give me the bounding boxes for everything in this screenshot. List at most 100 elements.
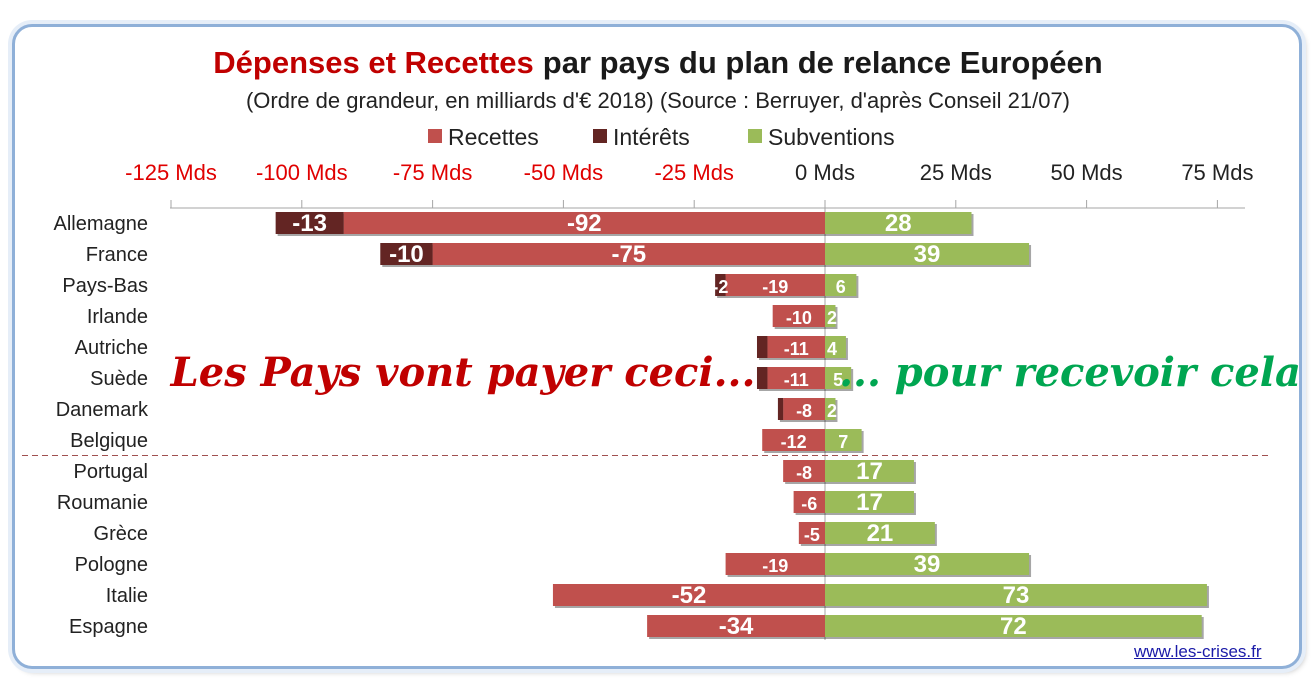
- category-label: Roumanie: [57, 492, 148, 514]
- bar-interets: [715, 274, 726, 296]
- x-tick-label: -25 Mds: [654, 160, 733, 185]
- bar-interets: [380, 243, 433, 265]
- data-label-subventions: 72: [1000, 613, 1027, 640]
- bar-interets: [756, 367, 768, 389]
- category-label: France: [86, 244, 148, 266]
- data-label-subventions: 5: [833, 370, 843, 390]
- data-label-subventions: 4: [827, 339, 837, 359]
- chart-title: Dépenses et Recettes par pays du plan de …: [213, 45, 1102, 80]
- chart-title-highlight: Dépenses et Recettes: [213, 45, 534, 80]
- x-tick-label: -50 Mds: [524, 160, 603, 185]
- data-label-recettes: -11: [784, 370, 809, 390]
- data-label-subventions: 17: [856, 489, 883, 516]
- legend-swatch-2: [748, 129, 762, 143]
- data-label-subventions: 7: [838, 432, 848, 452]
- category-label: Pays-Bas: [62, 275, 148, 297]
- x-tick-label: 75 Mds: [1181, 160, 1253, 185]
- source-link[interactable]: www.les-crises.fr: [1134, 642, 1262, 661]
- x-tick-label: 50 Mds: [1051, 160, 1123, 185]
- legend-label-0: Recettes: [448, 124, 539, 150]
- bar-recettes: [783, 398, 825, 420]
- data-label-interets: -2: [712, 277, 728, 297]
- bar-subventions: [825, 243, 1030, 265]
- data-label-recettes: -19: [762, 277, 788, 297]
- bar-recettes: [432, 243, 825, 265]
- data-label-recettes: -34: [719, 613, 754, 640]
- slogan-left: Les Pays vont payer ceci...: [170, 349, 756, 396]
- legend: Recettes Intérêts Subventions: [428, 124, 895, 150]
- data-label-subventions: 39: [914, 241, 941, 268]
- bar-subventions: [825, 212, 972, 234]
- x-tick-label: -100 Mds: [256, 160, 348, 185]
- category-label: Irlande: [87, 306, 148, 328]
- bar-subventions: [825, 584, 1207, 606]
- data-label-subventions: 21: [867, 520, 894, 547]
- legend-swatch-1: [593, 129, 607, 143]
- legend-label-2: Subventions: [768, 124, 895, 150]
- bar-recettes: [783, 460, 825, 482]
- bar-subventions: [825, 553, 1030, 575]
- data-label-subventions: 2: [827, 401, 837, 421]
- category-label: Pologne: [75, 554, 148, 576]
- bar-subventions: [825, 305, 836, 327]
- data-label-subventions: 28: [885, 210, 912, 237]
- category-label: Espagne: [69, 616, 148, 638]
- data-label-recettes: -11: [784, 339, 809, 359]
- data-label-recettes: -8: [796, 463, 812, 483]
- data-label-subventions: 2: [827, 308, 837, 328]
- bar-recettes: [767, 336, 825, 358]
- x-tick-label: -75 Mds: [393, 160, 472, 185]
- category-label: Autriche: [75, 337, 148, 359]
- data-label-subventions: 39: [914, 551, 941, 578]
- data-label-interets: -13: [292, 210, 327, 237]
- data-label-recettes: -5: [804, 525, 820, 545]
- x-tick-label: -125 Mds: [125, 160, 217, 185]
- bar-recettes: [793, 491, 825, 513]
- x-axis: -125 Mds -100 Mds -75 Mds -50 Mds -25 Mds 0 M…: [125, 160, 1253, 640]
- bar-recettes: [647, 615, 825, 637]
- bar-recettes: [725, 553, 825, 575]
- bar-subventions: [825, 491, 914, 513]
- data-label-recettes: -92: [567, 210, 602, 237]
- data-label-recettes: -75: [611, 241, 646, 268]
- data-label-subventions: 73: [1003, 582, 1030, 609]
- data-label-subventions: 17: [856, 458, 883, 485]
- bar-interets: [756, 336, 768, 358]
- category-label: Italie: [106, 585, 148, 607]
- chart-title-rest: par pays du plan de relance Européen: [543, 45, 1103, 80]
- bar-recettes: [762, 429, 825, 451]
- data-label-interets: -10: [389, 241, 424, 268]
- bar-subventions: [825, 398, 836, 420]
- bar-recettes: [798, 522, 825, 544]
- data-label-recettes: -19: [762, 556, 788, 576]
- data-label-recettes: -10: [786, 308, 812, 328]
- x-tick-label: 0 Mds: [795, 160, 855, 185]
- legend-swatch-0: [428, 129, 442, 143]
- category-label: Grèce: [94, 523, 148, 545]
- bar-interets: [275, 212, 344, 234]
- bar-recettes: [343, 212, 825, 234]
- category-label: Allemagne: [53, 213, 148, 235]
- category-label: Portugal: [74, 461, 149, 483]
- category-label: Belgique: [70, 430, 148, 452]
- x-tick-label: 25 Mds: [920, 160, 992, 185]
- bar-subventions: [825, 367, 852, 389]
- legend-label-1: Intérêts: [613, 124, 690, 150]
- slogan-right: ... pour recevoir cela: [839, 349, 1301, 396]
- bar-subventions: [825, 336, 846, 358]
- category-label: Suède: [90, 368, 148, 390]
- data-label-recettes: -6: [801, 494, 817, 514]
- bar-subventions: [825, 615, 1202, 637]
- bar-subventions: [825, 429, 862, 451]
- data-label-recettes: -52: [672, 582, 707, 609]
- bars: Allemagne -92 -13 28 France -75 -10 39 Pays-Bas -…: [22, 210, 1270, 640]
- bar-recettes: [772, 305, 825, 327]
- data-label-recettes: -12: [781, 432, 807, 452]
- bar-interets: [777, 398, 784, 420]
- data-label-recettes: -8: [796, 401, 812, 421]
- data-label-subventions: 6: [836, 277, 846, 297]
- bar-subventions: [825, 460, 914, 482]
- bar-recettes: [552, 584, 825, 606]
- bar-recettes: [767, 367, 825, 389]
